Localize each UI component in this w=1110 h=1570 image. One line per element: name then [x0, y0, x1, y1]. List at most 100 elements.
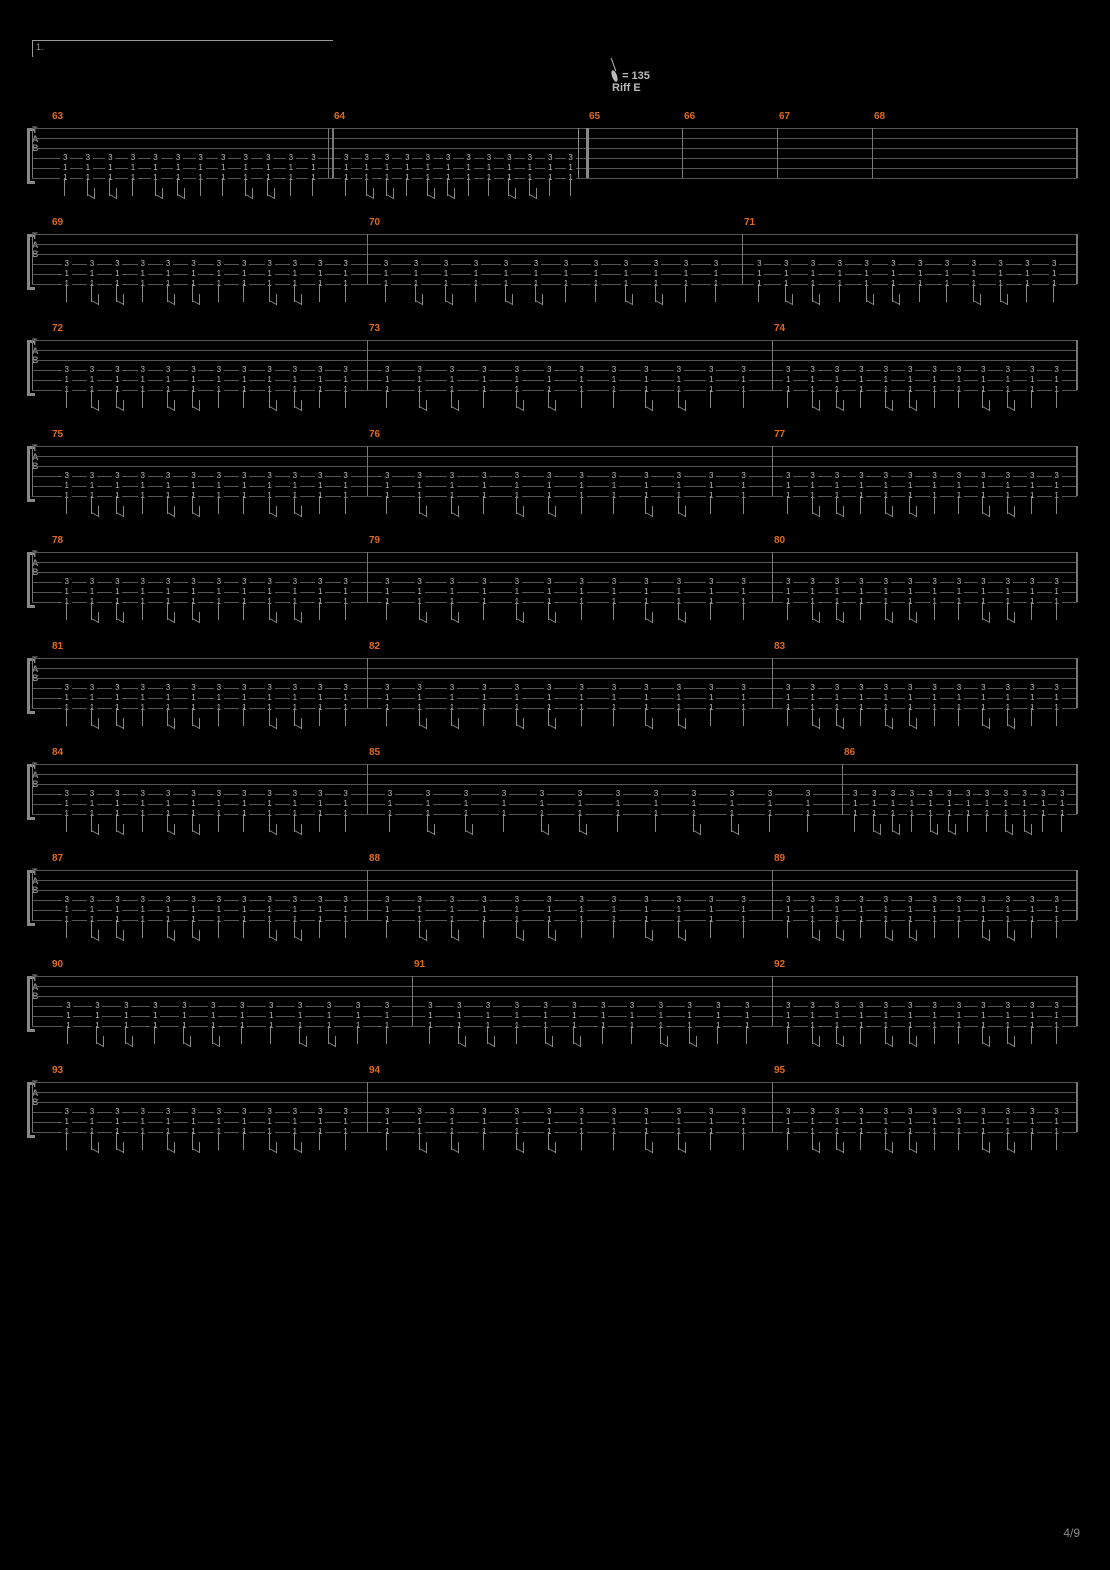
fret-number: 1 — [512, 905, 522, 915]
note-flag — [973, 290, 981, 306]
fret-number: 3 — [627, 1001, 637, 1011]
note-flag — [294, 926, 302, 942]
section-label: Riff E — [612, 82, 641, 94]
fret-number: 3 — [978, 895, 988, 905]
fret-number: 1 — [308, 173, 318, 183]
note-flag — [269, 502, 277, 518]
fret-number: 1 — [954, 491, 964, 501]
note-flag — [930, 820, 938, 836]
fret-number: 3 — [1038, 789, 1048, 799]
fret-number: 1 — [808, 703, 818, 713]
note-flag — [548, 926, 556, 942]
fret-number: 1 — [315, 491, 325, 501]
fret-number: 1 — [1027, 385, 1037, 395]
fret-number: 1 — [87, 703, 97, 713]
note-flag — [548, 502, 556, 518]
fret-number: 3 — [512, 683, 522, 693]
fret-number: 3 — [214, 471, 224, 481]
fret-number: 3 — [963, 789, 973, 799]
note-flag — [516, 1138, 524, 1154]
fret-number: 1 — [341, 375, 351, 385]
note-flag — [836, 1032, 844, 1048]
staff-system: TAB3113113113113113113113113113113113113… — [32, 744, 1077, 822]
fret-number: 3 — [905, 1107, 915, 1117]
fret-number: 3 — [60, 153, 70, 163]
note-stem — [787, 390, 788, 408]
staff-system: TAB3113113113113113113113113113113113113… — [32, 320, 1077, 398]
fret-number: 3 — [1027, 1001, 1037, 1011]
note-flag — [812, 714, 820, 730]
fret-number: 1 — [341, 173, 351, 183]
note-flag — [885, 502, 893, 518]
note-stem — [386, 390, 387, 408]
fret-number: 1 — [641, 375, 651, 385]
note-flag — [269, 396, 277, 412]
fret-number: 1 — [454, 1021, 464, 1031]
fret-number: 3 — [706, 577, 716, 587]
fret-number: 1 — [1027, 905, 1037, 915]
fret-number: 1 — [290, 1127, 300, 1137]
fret-number: 3 — [926, 789, 936, 799]
fret-number: 1 — [163, 587, 173, 597]
fret-number: 1 — [978, 693, 988, 703]
fret-number: 1 — [188, 587, 198, 597]
fret-number: 1 — [609, 905, 619, 915]
note-flag — [451, 608, 459, 624]
fret-number: 1 — [727, 799, 737, 809]
fret-number: 1 — [239, 375, 249, 385]
fret-number: 1 — [881, 703, 891, 713]
fret-number: 3 — [315, 577, 325, 587]
barline — [1077, 764, 1078, 814]
fret-number: 3 — [265, 259, 275, 269]
fret-number: 1 — [415, 597, 425, 607]
fret-number: 1 — [1003, 905, 1013, 915]
note-stem — [860, 1026, 861, 1044]
note-flag — [516, 608, 524, 624]
fret-number: 1 — [479, 587, 489, 597]
fret-number: 1 — [188, 385, 198, 395]
fret-number: 3 — [881, 365, 891, 375]
fret-number: 1 — [739, 1127, 749, 1137]
fret-number: 1 — [706, 1117, 716, 1127]
fret-number: 1 — [290, 1117, 300, 1127]
note-stem — [1031, 920, 1032, 938]
fret-number: 1 — [954, 905, 964, 915]
fret-number: 1 — [944, 809, 954, 819]
note-stem — [385, 284, 386, 302]
fret-number: 1 — [835, 279, 845, 289]
note-flag — [155, 184, 163, 200]
fret-number: 1 — [163, 1117, 173, 1127]
fret-number: 1 — [415, 481, 425, 491]
fret-number: 1 — [214, 703, 224, 713]
fret-number: 3 — [454, 1001, 464, 1011]
fret-number: 1 — [87, 587, 97, 597]
barline — [32, 552, 33, 602]
fret-number: 1 — [544, 491, 554, 501]
fret-number: 1 — [188, 703, 198, 713]
fret-number: 1 — [942, 279, 952, 289]
measure-number: 65 — [589, 111, 600, 122]
fret-number: 1 — [783, 693, 793, 703]
fret-number: 1 — [121, 1021, 131, 1031]
fret-number: 1 — [954, 375, 964, 385]
note-flag — [655, 290, 663, 306]
fret-number: 3 — [1003, 1001, 1013, 1011]
note-stem — [218, 1132, 219, 1150]
fret-number: 3 — [62, 1107, 72, 1117]
note-stem — [319, 1132, 320, 1150]
fret-number: 1 — [856, 905, 866, 915]
fret-number: 3 — [544, 895, 554, 905]
fret-number: 1 — [461, 799, 471, 809]
fret-number: 1 — [265, 385, 275, 395]
fret-number: 1 — [239, 905, 249, 915]
note-stem — [386, 1132, 387, 1150]
fret-number: 1 — [112, 905, 122, 915]
fret-number: 1 — [382, 491, 392, 501]
fret-number: 1 — [881, 597, 891, 607]
fret-number: 1 — [1003, 1127, 1013, 1137]
fret-number: 1 — [415, 703, 425, 713]
fret-number: 1 — [1003, 385, 1013, 395]
fret-number: 1 — [930, 587, 940, 597]
fret-number: 1 — [138, 693, 148, 703]
note-stem — [218, 708, 219, 726]
